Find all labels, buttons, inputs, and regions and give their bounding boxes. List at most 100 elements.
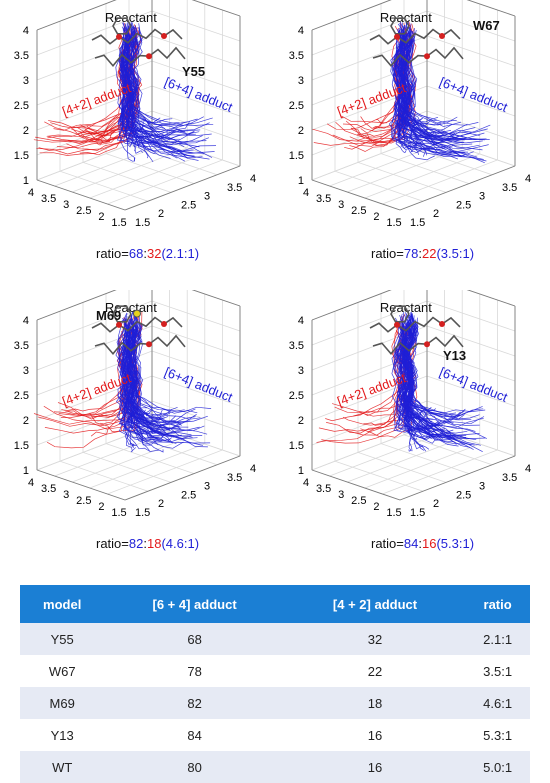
ratio-open-paren: ( [161, 536, 166, 551]
ratio-close-paren: ) [195, 246, 199, 261]
molecule-atom [439, 321, 445, 328]
left-axis-tick-label: 1.5 [111, 217, 126, 229]
table-row: WT 80 16 5.0:1 [20, 751, 530, 783]
left-axis-tick-label: 1.5 [386, 217, 401, 229]
right-axis-tick-label: 3.5 [227, 182, 242, 194]
trajectory-line-6-4 [126, 37, 195, 145]
left-axis-tick-label: 1.5 [386, 507, 401, 519]
molecule-ring [112, 17, 132, 35]
z-tick-label: 3.5 [289, 340, 304, 352]
label-6-4-adduct: [6+4] adduct [437, 74, 510, 115]
z-tick-label: 3 [23, 75, 29, 87]
molecule-chain [94, 334, 186, 355]
ratio-fold-value: 2.1 [166, 246, 184, 261]
ratio-fold-tail: :1 [459, 536, 470, 551]
trajectory-line-6-4 [405, 324, 477, 441]
cell-ratio: 2.1:1 [465, 623, 530, 655]
molecule-atom [146, 53, 152, 60]
z-tick-label: 1.5 [289, 150, 304, 162]
cell-64: 78 [104, 655, 285, 687]
z-tick-label: 4 [23, 25, 29, 37]
trajectory-plot-svg: 11.522.533.544 3.5 3 2.5 2 1.5 1.522.533.54Rea… [289, 0, 531, 261]
box-edge [399, 455, 516, 501]
trajectory-line-6-4 [408, 325, 437, 412]
ratio-4-2-value: 18 [147, 536, 161, 551]
right-axis-tick-label: 3 [204, 481, 210, 493]
z-tick-label: 2 [298, 125, 304, 137]
trajectory-line-6-4 [404, 314, 419, 452]
trajectory-line-6-4 [128, 324, 180, 430]
z-tick-label: 4 [298, 25, 304, 37]
molecule-atom [116, 321, 122, 328]
z-tick-label: 2 [298, 415, 304, 427]
right-axis-tick-label: 2 [158, 208, 164, 220]
left-axis-tick-label: 2.5 [76, 205, 91, 217]
z-tick-label: 4 [298, 315, 304, 327]
table-row: Y55 68 32 2.1:1 [20, 623, 530, 655]
molecule-chain [94, 46, 186, 67]
box-edge [311, 469, 401, 501]
trajectory-line-6-4 [388, 36, 412, 138]
right-axis-tick-label: 2.5 [181, 489, 196, 501]
left-axis-tick-label: 2 [98, 501, 104, 513]
trajectory-plot-w67: 1 1.5 2 2.5 3 3.5 4 4 3.5 3 2.5 2 1.5 1.5 2 2.5 3 3.5 4 Rea… [275, 0, 550, 290]
trajectory-line-6-4 [401, 316, 487, 439]
header-model: model [20, 585, 105, 623]
right-axis-tick-label: 1.5 [410, 507, 425, 519]
ratio-prefix: ratio= [96, 246, 129, 261]
ratio-fold-value: 5.3 [441, 536, 459, 551]
right-axis-tick-label: 2 [158, 498, 164, 510]
trajectory-line-6-4 [118, 33, 173, 123]
ratio-close-paren: ) [195, 536, 199, 551]
trajectory-line-6-4 [120, 25, 210, 160]
trajectory-plot-svg: 11.522.533.544 3.5 3 2.5 2 1.5 1.522.533.54Rea… [14, 0, 256, 261]
left-axis-tick-label: 2.5 [351, 495, 366, 507]
ratio-prefix: ratio= [371, 536, 404, 551]
box-edge [36, 0, 117, 31]
right-axis-tick-label: 1.5 [135, 217, 150, 229]
box-edge [466, 0, 516, 17]
ratio-separator: : [143, 536, 147, 551]
molecule-atom [161, 33, 167, 40]
right-axis-tick-label: 4 [525, 173, 531, 185]
right-axis-tick-label: 3.5 [502, 472, 517, 484]
ratio-label: ratio=68:32(2.1:1) [96, 246, 199, 261]
trajectory-line-6-4 [124, 32, 162, 129]
left-axis-tick-label: 3 [63, 489, 69, 501]
ratio-4-2-value: 22 [422, 246, 436, 261]
trajectory-line-6-4 [133, 331, 164, 453]
ratio-open-paren: ( [436, 536, 441, 551]
right-axis-tick-label: 3 [479, 191, 485, 203]
box-edge [191, 0, 241, 17]
model-label: M69 [96, 308, 121, 323]
trajectory-line-6-4 [120, 22, 204, 139]
box-edge [311, 0, 392, 31]
trajectory-plot-svg: 11.522.533.544 3.5 3 2.5 2 1.5 1.522.533.54Rea… [289, 290, 531, 551]
ratio-prefix: ratio= [96, 536, 129, 551]
molecule-atom [394, 33, 400, 40]
label-6-4-adduct: [6+4] adduct [162, 364, 235, 405]
molecule-structure [369, 305, 464, 355]
ratio-fold-value: 4.6 [166, 536, 184, 551]
header-ratio: ratio [465, 585, 530, 623]
ratio-close-paren: ) [470, 246, 474, 261]
z-tick-label: 1 [23, 175, 29, 187]
molecule-ring [112, 305, 132, 323]
trajectory-line-6-4 [129, 35, 180, 124]
cell-model: Y55 [20, 623, 105, 655]
z-tick-label: 3.5 [14, 50, 29, 62]
grid-line [82, 302, 172, 483]
grid-line [59, 21, 149, 202]
trajectory-line-6-4 [400, 311, 480, 420]
molecule-atom [424, 53, 430, 60]
trajectory-line-6-4 [128, 320, 162, 421]
cell-model: WT [20, 751, 105, 783]
molecule-chain [372, 334, 464, 355]
box-edges [36, 0, 241, 211]
z-tick-label: 3 [23, 365, 29, 377]
trajectory-line-6-4 [398, 33, 437, 127]
z-tick-label: 1 [298, 465, 304, 477]
molecule-chain [91, 28, 183, 45]
cell-ratio: 5.0:1 [465, 751, 530, 783]
z-tick-label: 1.5 [289, 440, 304, 452]
